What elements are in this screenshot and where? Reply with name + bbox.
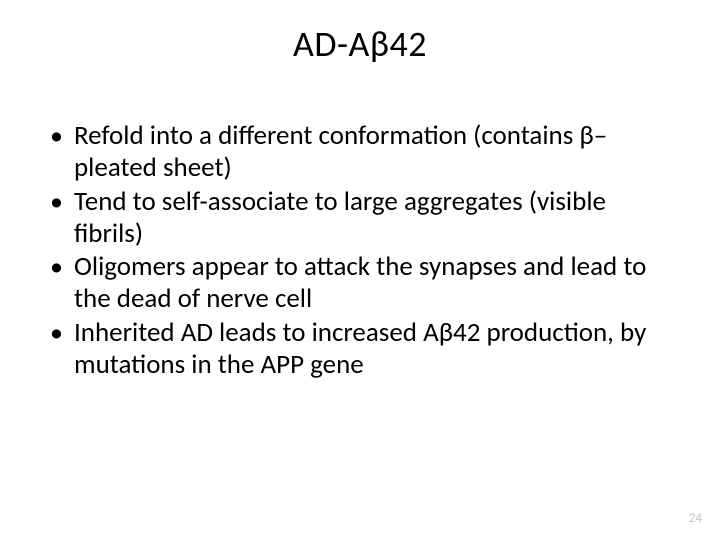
slide: AD-Aβ42 Refold into a different conforma… xyxy=(0,0,720,540)
bullet-item: Oligomers appear to attack the synapses … xyxy=(48,251,668,315)
bullet-item: Inherited AD leads to increased Aβ42 pro… xyxy=(48,317,668,381)
slide-body: Refold into a different conformation (co… xyxy=(48,120,668,383)
page-number: 24 xyxy=(689,511,702,526)
bullet-item: Tend to self-associate to large aggregat… xyxy=(48,186,668,250)
bullet-item: Refold into a different conformation (co… xyxy=(48,120,668,184)
slide-title: AD-Aβ42 xyxy=(0,22,720,66)
bullet-list: Refold into a different conformation (co… xyxy=(48,120,668,381)
